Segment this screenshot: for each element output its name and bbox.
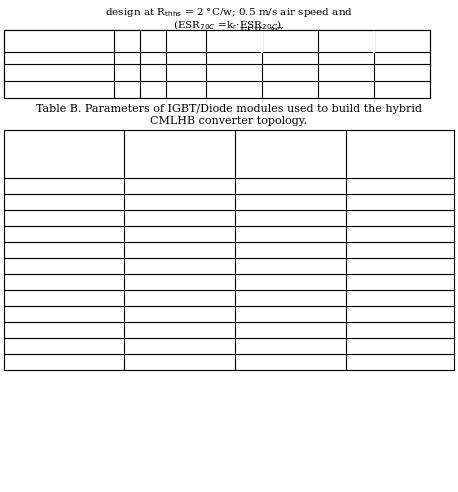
Text: 900: 900 — [170, 197, 189, 207]
Bar — [4, 130, 454, 370]
Text: 800: 800 — [281, 197, 300, 207]
Text: Ur,
V: Ur, V — [145, 31, 161, 51]
Text: 100Hz: 100Hz — [333, 54, 359, 62]
Text: 0.018: 0.018 — [165, 262, 194, 271]
Text: 0.008: 0.008 — [276, 341, 305, 350]
Text: 76: 76 — [228, 85, 240, 94]
Text: 0.016: 0.016 — [386, 341, 414, 350]
Text: 0.024: 0.024 — [276, 262, 305, 271]
Text: τ$_{\mathrm{thch}}$: (Q,D) ms: τ$_{\mathrm{thch}}$: (Q,D) ms — [7, 355, 82, 369]
Text: 0.00866: 0.00866 — [270, 294, 311, 303]
Text: 0.0117: 0.0117 — [382, 277, 418, 286]
Text: k$_{\mathrm{r}}$  @ 70°C: k$_{\mathrm{r}}$ @ 70°C — [346, 31, 402, 43]
Text: 9.71: 9.71 — [168, 309, 191, 318]
Text: 0.0223: 0.0223 — [382, 294, 418, 303]
Text: 0.021: 0.021 — [386, 214, 414, 222]
Text: 13: 13 — [228, 68, 240, 77]
Text: 6.8: 6.8 — [119, 68, 135, 77]
Text: U$_{\mathrm{ce}}$, V: U$_{\mathrm{ce}}$, V — [7, 180, 40, 192]
Text: 100kHz: 100kHz — [387, 54, 418, 62]
Text: 400: 400 — [143, 68, 163, 77]
Text: 0.009: 0.009 — [165, 214, 194, 222]
Text: 3.2: 3.2 — [178, 85, 194, 94]
Text: 0.0072: 0.0072 — [382, 229, 418, 239]
Text: 0.007: 0.007 — [165, 341, 194, 350]
Text: I$_{\mathrm{c}}$, A: I$_{\mathrm{c}}$, A — [7, 196, 31, 208]
Text: 666.3: 666.3 — [276, 358, 305, 367]
Text: 167.04: 167.04 — [162, 326, 197, 335]
Text: R$_{\mathrm{thcc}}$
K/W: R$_{\mathrm{thcc}}$ K/W — [174, 30, 198, 53]
Text: PEH200VJ4100MB2: PEH200VJ4100MB2 — [7, 85, 110, 94]
Text: G3,
CM900DU
-24NF: G3, CM900DU -24NF — [373, 138, 427, 170]
Text: (ESR$_{70C}$ =k$_{\mathrm{r}}$·ESR$_{20C}$).: (ESR$_{70C}$ =k$_{\mathrm{r}}$·ESR$_{20C… — [173, 18, 285, 31]
Text: 73.53: 73.53 — [386, 358, 414, 367]
Text: 401.12: 401.12 — [162, 358, 197, 367]
Text: 0.9: 0.9 — [394, 85, 410, 94]
Text: G2,
CM800HB
-50H: G2, CM800HB -50H — [264, 138, 317, 170]
Text: 2500: 2500 — [278, 182, 303, 190]
Text: 0.72: 0.72 — [335, 68, 357, 77]
Text: 7: 7 — [287, 68, 293, 77]
Text: 9.65: 9.65 — [279, 309, 301, 318]
Text: 4500: 4500 — [167, 182, 192, 190]
Text: 100Hz: 100Hz — [221, 54, 247, 62]
Text: 222.1: 222.1 — [276, 326, 305, 335]
Bar — [4, 30, 430, 98]
Text: G1,
CM900HB
-90H: G1, CM900HB -90H — [153, 138, 206, 170]
Text: 0.0138: 0.0138 — [382, 246, 418, 254]
Text: 24.51: 24.51 — [386, 326, 414, 335]
Text: 0.847: 0.847 — [386, 309, 414, 318]
Text: 0.0033: 0.0033 — [162, 246, 197, 254]
Text: C,
mF: C, mF — [119, 31, 135, 51]
Text: PEH200VY4680MB2: PEH200VY4680MB2 — [7, 68, 112, 77]
Text: R$_{\mathrm{thjc1}}$: (D), °C/W: R$_{\mathrm{thjc1}}$: (D), °C/W — [7, 275, 89, 289]
Text: R$_{\mathrm{thjc2}}$: (D), °C/W: R$_{\mathrm{thjc2}}$: (D), °C/W — [7, 291, 89, 305]
Text: CMLHB converter topology.: CMLHB converter topology. — [151, 116, 307, 126]
Text: τ$_{\mathrm{thjc1}}$: (Q,D) ms: τ$_{\mathrm{thjc1}}$: (Q,D) ms — [7, 307, 83, 321]
Text: R$_{\mathrm{thjc1}}$: (Q) °C/W: R$_{\mathrm{thjc1}}$: (Q) °C/W — [7, 227, 87, 241]
Text: R$_{\mathrm{thjc2}}$: (Q) °C/W: R$_{\mathrm{thjc2}}$: (Q) °C/W — [7, 243, 87, 257]
Text: 0.012: 0.012 — [276, 214, 305, 222]
Text: 1200: 1200 — [387, 182, 413, 190]
Text: 100kHz: 100kHz — [274, 54, 305, 62]
Text: 0.0114: 0.0114 — [162, 277, 197, 286]
Text: Table B. Parameters of IGBT/Diode modules used to build the hybrid: Table B. Parameters of IGBT/Diode module… — [36, 104, 422, 114]
Text: 0.034: 0.034 — [386, 262, 414, 271]
Text: 0.9: 0.9 — [394, 68, 410, 77]
Text: 0. 01534: 0. 01534 — [268, 277, 313, 286]
Text: R$_{\mathrm{thjc}}$: (D), °C/W: R$_{\mathrm{thjc}}$: (D), °C/W — [7, 259, 85, 273]
Text: R$_{\mathrm{thch}}$: (Q,D)°C/W: R$_{\mathrm{thch}}$: (Q,D)°C/W — [7, 339, 93, 353]
Text: 1: 1 — [124, 85, 130, 94]
Text: 0.0057: 0.0057 — [162, 229, 197, 239]
Text: 0.00767: 0.00767 — [270, 229, 311, 239]
Text: 0.74: 0.74 — [335, 85, 357, 94]
Text: R$_{\mathrm{thjc}}$: (Q) °C/W: R$_{\mathrm{thjc}}$: (Q) °C/W — [7, 211, 82, 225]
Text: ESR$_{20}$°C
mΩ: ESR$_{20}$°C mΩ — [240, 26, 284, 49]
Text: design at R$_{\mathrm{thhs}}$ = 2 °C/w; 0.5 m/s air speed and: design at R$_{\mathrm{thhs}}$ = 2 °C/w; … — [105, 6, 353, 19]
Text: 900: 900 — [390, 197, 409, 207]
Text: 400: 400 — [143, 85, 163, 94]
Text: τ$_{\mathrm{thjc2}}$: (Q,D) ms: τ$_{\mathrm{thjc2}}$: (Q,D) ms — [7, 323, 83, 337]
Text: 0.00433: 0.00433 — [270, 246, 311, 254]
Text: 38: 38 — [284, 85, 296, 94]
Text: 0.0066: 0.0066 — [162, 294, 197, 303]
Text: 1.6: 1.6 — [178, 68, 194, 77]
